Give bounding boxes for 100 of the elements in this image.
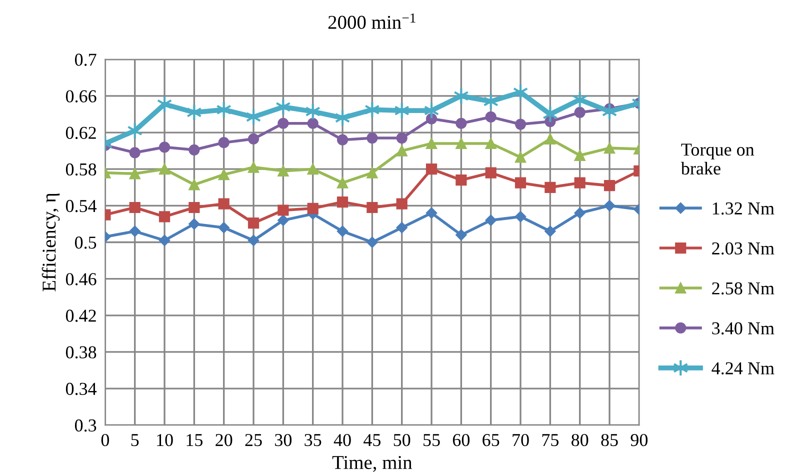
legend-label: 4.24 Nm bbox=[712, 362, 774, 374]
point bbox=[278, 165, 289, 176]
point bbox=[307, 118, 318, 129]
point bbox=[396, 198, 408, 210]
x-tick-label: 85 bbox=[601, 434, 618, 446]
x-tick-label: 35 bbox=[304, 434, 322, 446]
point bbox=[426, 138, 438, 150]
point bbox=[366, 236, 378, 248]
point bbox=[544, 133, 556, 144]
point bbox=[514, 211, 526, 222]
point bbox=[158, 234, 170, 246]
x-tick-label: 15 bbox=[186, 434, 203, 446]
point bbox=[514, 118, 526, 130]
point bbox=[574, 177, 586, 188]
point bbox=[307, 202, 318, 214]
y-tick-label: 0.34 bbox=[66, 382, 97, 396]
legend-title: Torque on brake bbox=[680, 144, 754, 175]
point bbox=[366, 202, 378, 214]
point bbox=[218, 222, 230, 234]
y-tick-label: 0.3 bbox=[74, 419, 96, 432]
point bbox=[485, 111, 496, 123]
point bbox=[158, 211, 170, 222]
point bbox=[307, 164, 318, 175]
y-tick-label: 0.58 bbox=[66, 163, 96, 176]
point bbox=[336, 177, 348, 188]
x-tick-label: 60 bbox=[452, 434, 470, 446]
point bbox=[426, 164, 438, 175]
point bbox=[456, 138, 467, 150]
y-tick-label: 0.54 bbox=[66, 200, 97, 212]
point bbox=[129, 168, 140, 180]
point bbox=[158, 164, 170, 175]
x-tick-label: 45 bbox=[364, 434, 381, 446]
legend-label: 2.58 Nm bbox=[712, 282, 774, 295]
point bbox=[278, 214, 289, 226]
x-tick-label: 25 bbox=[245, 434, 262, 446]
y-tick-label: 0.66 bbox=[66, 90, 96, 102]
point bbox=[336, 226, 348, 237]
point bbox=[544, 182, 556, 193]
point bbox=[218, 137, 230, 148]
point bbox=[129, 147, 140, 158]
point bbox=[456, 174, 467, 186]
point bbox=[336, 196, 348, 208]
point bbox=[544, 226, 556, 237]
point bbox=[248, 133, 260, 144]
x-tick-label: 55 bbox=[424, 434, 440, 446]
point bbox=[158, 142, 170, 153]
point bbox=[278, 118, 289, 129]
y-tick-label: 0.62 bbox=[66, 126, 96, 140]
point bbox=[366, 132, 378, 144]
point bbox=[188, 202, 200, 214]
y-tick-label: 0.42 bbox=[66, 310, 96, 322]
point bbox=[574, 150, 586, 161]
y-tick-label: 0.7 bbox=[74, 54, 96, 66]
point bbox=[336, 134, 348, 146]
point bbox=[366, 167, 378, 178]
point bbox=[278, 204, 289, 216]
point bbox=[218, 198, 230, 210]
y-tick-label: 0.46 bbox=[66, 273, 96, 286]
x-tick-label: 90 bbox=[630, 434, 648, 446]
point bbox=[604, 180, 616, 192]
legend-label: 3.40 Nm bbox=[712, 322, 774, 335]
y-tick-label: 0.38 bbox=[66, 346, 96, 358]
point bbox=[456, 118, 467, 129]
x-tick-label: 70 bbox=[512, 434, 529, 446]
point bbox=[188, 179, 200, 190]
x-tick-label: 80 bbox=[572, 434, 588, 446]
point bbox=[248, 234, 260, 246]
point bbox=[574, 106, 586, 118]
point bbox=[485, 167, 496, 178]
x-tick-label: 30 bbox=[275, 434, 292, 446]
point bbox=[456, 229, 467, 241]
point bbox=[248, 162, 260, 173]
x-tick-label: 0 bbox=[101, 434, 110, 446]
point bbox=[604, 200, 616, 212]
point bbox=[218, 169, 230, 180]
point bbox=[248, 217, 260, 229]
point bbox=[129, 202, 140, 214]
point bbox=[188, 218, 200, 230]
point bbox=[426, 207, 438, 219]
chart-title: 2000 min$^{−1}$ bbox=[328, 13, 416, 29]
legend-label: 1.32 Nm bbox=[712, 202, 774, 215]
point bbox=[396, 145, 408, 156]
x-tick-label: 20 bbox=[216, 434, 232, 446]
x-tick-label: 40 bbox=[334, 434, 351, 446]
point bbox=[396, 222, 408, 234]
x-tick-label: 5 bbox=[131, 434, 139, 446]
point bbox=[514, 152, 526, 163]
x-tick-label: 50 bbox=[394, 434, 410, 446]
x-tick-label: 75 bbox=[542, 434, 559, 446]
point bbox=[514, 177, 526, 188]
point bbox=[188, 144, 200, 156]
y-axis-title: Efficiency, η bbox=[42, 194, 60, 292]
point bbox=[574, 207, 586, 219]
legend-label: 2.03 Nm bbox=[712, 242, 774, 255]
x-tick-label: 65 bbox=[482, 434, 500, 446]
point bbox=[604, 142, 616, 154]
point bbox=[396, 132, 408, 144]
x-axis-title: Time, min bbox=[332, 456, 412, 472]
point bbox=[129, 226, 140, 237]
point bbox=[485, 214, 496, 226]
